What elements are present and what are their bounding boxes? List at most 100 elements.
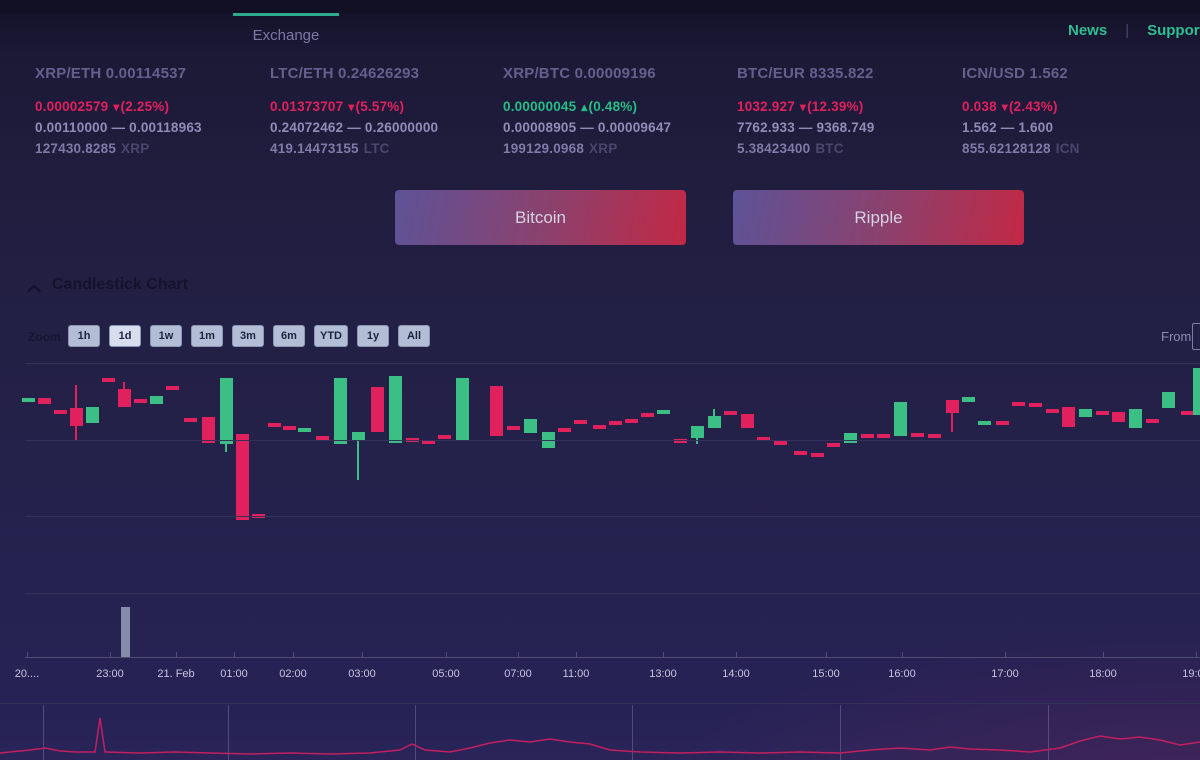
navigator-gridline	[43, 705, 44, 760]
candle-down	[1112, 412, 1125, 422]
navigator-top-border	[0, 703, 1200, 704]
zoom-button-1y[interactable]: 1y	[357, 325, 389, 347]
candle-up	[456, 378, 469, 440]
candle-up	[1193, 368, 1200, 415]
ticker-range: 0.00110000 — 0.00118963	[35, 120, 202, 135]
chart-gridline	[25, 516, 1200, 517]
candlestick-plot-area[interactable]	[0, 355, 1200, 605]
candle-down	[877, 434, 890, 438]
zoom-button-ytd[interactable]: YTD	[314, 325, 348, 347]
nav-link-support[interactable]: Support	[1147, 22, 1200, 39]
candle-up	[978, 421, 991, 425]
ticker-volume: 199129.0968 XRP	[503, 141, 618, 156]
candle-down	[1146, 419, 1159, 423]
arrow-down-icon: ▾	[1001, 100, 1008, 114]
arrow-down-icon: ▾	[113, 100, 120, 114]
ticker-pair-label: LTC/ETH 0.24626293	[270, 65, 420, 82]
candle-up	[86, 407, 99, 423]
navigator-gridline	[840, 705, 841, 760]
arrow-down-icon: ▾	[799, 100, 807, 114]
ticker-range: 1.562 — 1.600	[962, 120, 1054, 135]
chart-gridline	[25, 440, 1200, 441]
x-axis-label: 01:00	[220, 668, 248, 680]
candle-down	[422, 440, 435, 444]
candle-up	[962, 397, 975, 402]
x-axis-label: 14:00	[722, 668, 750, 680]
ticker-range: 0.24072462 — 0.26000000	[270, 120, 439, 135]
ticker-card-xrp-eth[interactable]: XRP/ETH 0.00114537 0.00002579 ▾(2.25%) 0.0…	[35, 65, 267, 156]
candle-wick	[357, 432, 359, 480]
x-axis-tick	[27, 652, 28, 658]
ticker-change: 0.00002579 ▾(2.25%)	[35, 99, 170, 114]
candle-up	[298, 428, 311, 432]
candle-down	[134, 399, 147, 403]
x-axis-label: 02:00	[279, 668, 307, 680]
candle-down	[861, 434, 874, 438]
zoom-button-1h[interactable]: 1h	[68, 325, 100, 347]
candle-down	[574, 420, 587, 424]
x-axis-tick	[446, 652, 447, 658]
candle-down	[202, 417, 215, 443]
ticker-volume: 127430.8285 XRP	[35, 141, 150, 156]
x-axis-label: 11:00	[562, 668, 590, 680]
candle-up	[1079, 409, 1092, 417]
candle-down	[811, 453, 824, 457]
candle-down	[54, 410, 67, 414]
candle-wick	[951, 400, 953, 432]
zoom-button-1d[interactable]: 1d	[109, 325, 141, 347]
chart-gridline	[25, 363, 1200, 364]
ticker-volume: 855.62128128 ICN	[962, 141, 1080, 156]
header-nav: News | Support	[1068, 22, 1200, 39]
ticker-card-icn-usd[interactable]: ICN/USD 1.562 0.038 ▾(2.43%) 1.562 — 1.600…	[962, 65, 1194, 156]
zoom-button-3m[interactable]: 3m	[232, 325, 264, 347]
candle-down	[283, 426, 296, 430]
arrow-up-icon: ▴	[581, 100, 588, 114]
zoom-button-all[interactable]: All	[398, 325, 430, 347]
from-date-input[interactable]	[1192, 323, 1200, 350]
from-label: From	[1161, 329, 1192, 344]
zoom-label: Zoom	[28, 330, 61, 344]
candle-down	[507, 426, 520, 430]
x-axis-tick	[1196, 652, 1197, 658]
x-axis-line	[25, 657, 1200, 658]
x-axis-label: 17:00	[991, 668, 1019, 680]
bitcoin-button[interactable]: Bitcoin	[395, 190, 686, 245]
ticker-card-xrp-btc[interactable]: XRP/BTC 0.00009196 0.00000045 ▴(0.48%) 0.0…	[503, 65, 735, 156]
candle-up	[389, 376, 402, 443]
candle-up	[22, 398, 35, 402]
arrow-down-icon: ▾	[348, 100, 355, 114]
zoom-button-6m[interactable]: 6m	[273, 325, 305, 347]
nav-link-news[interactable]: News	[1068, 22, 1108, 39]
zoom-button-1w[interactable]: 1w	[150, 325, 182, 347]
candle-down	[741, 414, 754, 428]
chart-navigator[interactable]	[0, 700, 1200, 760]
x-axis-tick	[518, 652, 519, 658]
candle-up	[334, 378, 347, 444]
candle-down	[102, 378, 115, 382]
candle-down	[268, 423, 281, 427]
candle-down	[1062, 407, 1075, 427]
x-axis-tick	[663, 652, 664, 658]
ticker-volume-unit: XRP	[589, 141, 618, 156]
nav-divider: |	[1125, 22, 1130, 39]
x-axis-tick	[1005, 652, 1006, 658]
candle-up	[894, 402, 907, 436]
candle-up	[150, 396, 163, 404]
tab-exchange[interactable]: Exchange	[233, 13, 339, 44]
zoom-button-1m[interactable]: 1m	[191, 325, 223, 347]
zoom-range-buttons: 1h 1d 1w 1m 3m 6m YTD 1y All	[68, 325, 430, 347]
x-axis-tick	[902, 652, 903, 658]
volume-bar	[121, 607, 130, 657]
navigator-series-line	[0, 717, 1200, 755]
candle-down	[490, 386, 503, 436]
x-axis-label: 21. Feb	[157, 668, 195, 680]
navigator-gridline	[228, 705, 229, 760]
candle-down	[1096, 411, 1109, 415]
candle-down	[593, 425, 606, 429]
ticker-card-ltc-eth[interactable]: LTC/ETH 0.24626293 0.01373707 ▾(5.57%) 0.2…	[270, 65, 502, 156]
candle-up	[1129, 409, 1142, 428]
ticker-card-btc-eur[interactable]: BTC/EUR 8335.822 1032.927 ▾(12.39%) 7762.9…	[737, 65, 969, 156]
chevron-up-icon[interactable]	[27, 280, 41, 298]
ripple-button[interactable]: Ripple	[733, 190, 1024, 245]
